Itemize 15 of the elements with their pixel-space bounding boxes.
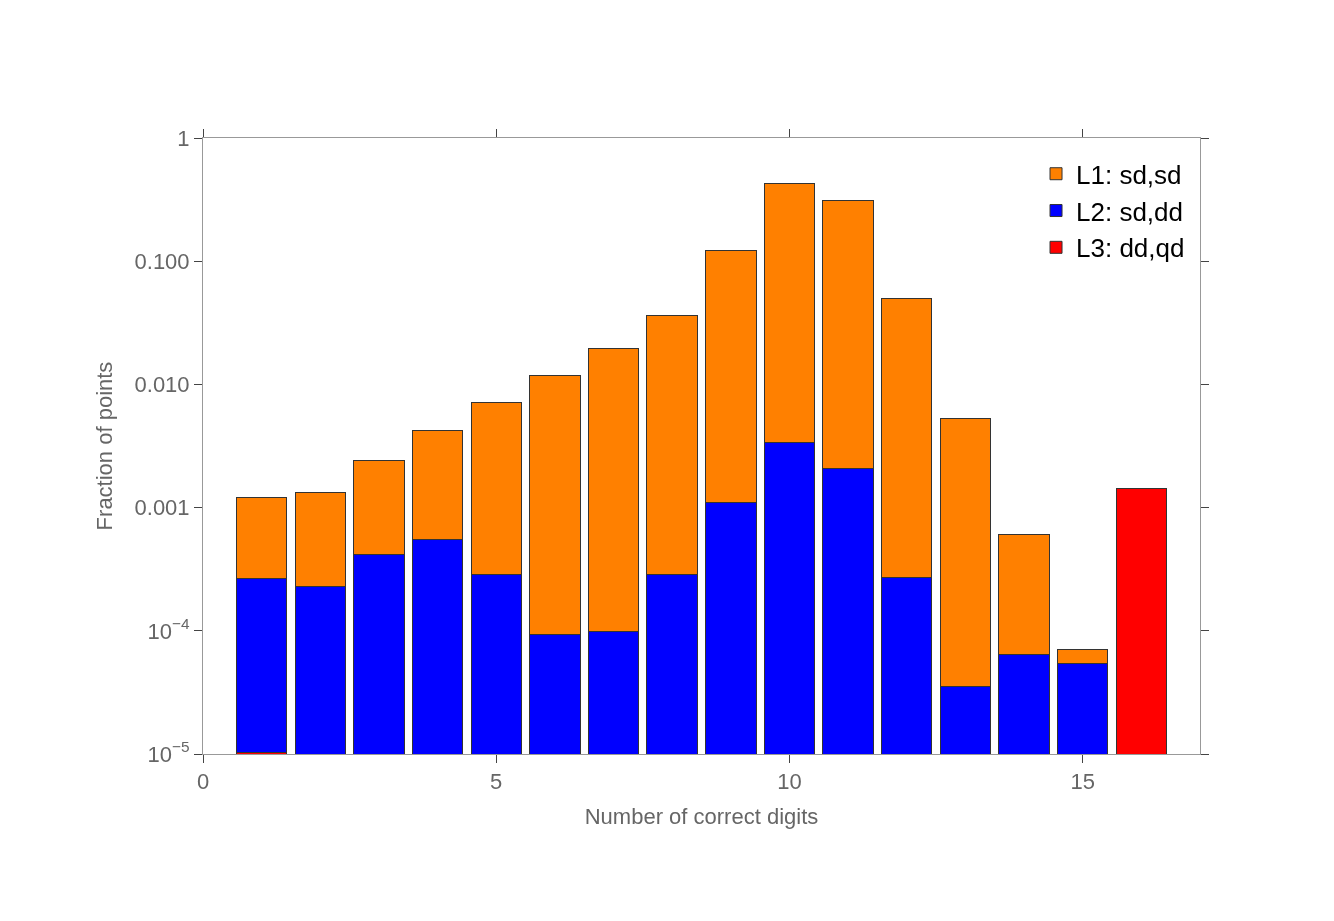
legend-label: L3: dd,qd — [1076, 233, 1185, 264]
y-axis-title: Fraction of points — [92, 361, 118, 531]
legend-label: L1: sd,sd — [1076, 159, 1182, 190]
legend-label: L2: sd,dd — [1076, 196, 1184, 227]
y-tick-label: 0.100 — [134, 248, 190, 274]
x-tick-label: 0 — [196, 769, 210, 795]
x-tick-label: 15 — [1070, 769, 1095, 795]
y-tick-label: 1 — [177, 125, 190, 151]
y-tick-label: 10$^{−5}$ — [147, 738, 190, 767]
x-tick-label: 10 — [777, 769, 802, 795]
x-tick-label: 5 — [490, 769, 503, 795]
y-tick-label: 0.010 — [134, 372, 190, 398]
y-tick-label: 0.001 — [134, 495, 190, 521]
y-tick-label: 10$^{−4}$ — [147, 615, 191, 644]
x-axis-title: Number of correct digits — [584, 804, 819, 830]
